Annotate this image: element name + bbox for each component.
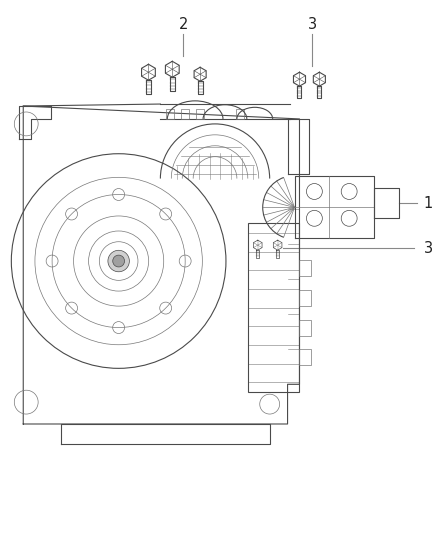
- Text: 3: 3: [308, 17, 317, 32]
- Bar: [236, 109, 244, 119]
- Text: 2: 2: [179, 17, 188, 32]
- Bar: [300, 290, 311, 306]
- Bar: [196, 109, 204, 119]
- Bar: [300, 320, 311, 336]
- Circle shape: [108, 251, 129, 272]
- Text: 3: 3: [424, 240, 433, 256]
- Bar: [166, 109, 174, 119]
- Text: 1: 1: [424, 196, 433, 211]
- Bar: [181, 109, 189, 119]
- Bar: [300, 260, 311, 276]
- Bar: [300, 350, 311, 365]
- Circle shape: [113, 255, 124, 267]
- Bar: [248, 223, 300, 392]
